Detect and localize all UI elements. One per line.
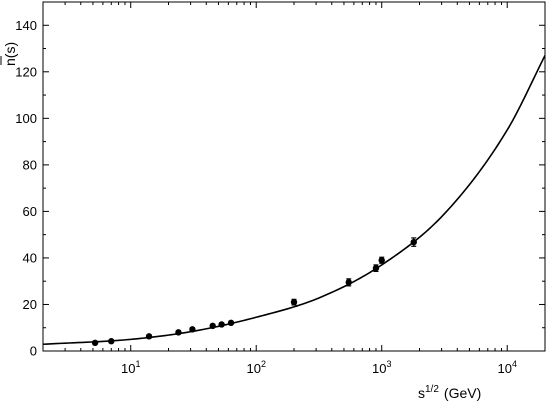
y-axis-ticks: 0 20 40 60 80 100 120 140 (15, 18, 545, 359)
x-tick-label-exponent: 1 (135, 359, 140, 369)
data-point (290, 298, 298, 306)
x-tick-label-base: 10 (372, 361, 386, 376)
x-axis-label-exponent: 1/2 (425, 384, 439, 395)
data-point (189, 326, 196, 333)
x-axis-label: s1/2 (GeV) (418, 384, 481, 401)
x-tick-label: 103 (372, 359, 391, 376)
data-point (345, 278, 352, 287)
data-point (175, 329, 182, 336)
data-marker (91, 339, 99, 347)
data-marker (227, 319, 235, 327)
data-point (227, 319, 235, 327)
x-axis-ticks: 101 102 103 104 (42, 2, 546, 376)
x-tick-label: 102 (246, 359, 265, 376)
data-marker (410, 238, 417, 246)
data-points-group (91, 237, 417, 347)
data-marker (209, 322, 216, 330)
y-axis-label-symbol: n (2, 58, 18, 66)
y-axis-label-arg: (s) (2, 42, 18, 58)
x-tick-label-exponent: 3 (386, 359, 391, 369)
data-marker (345, 279, 352, 286)
x-axis-label-symbol: s (418, 385, 425, 401)
y-tick-label: 20 (23, 297, 37, 312)
data-point (372, 264, 380, 273)
y-tick-label: 60 (23, 204, 37, 219)
y-tick-label: 100 (15, 111, 37, 126)
data-marker (378, 257, 385, 264)
data-point (218, 321, 225, 328)
x-tick-label: 101 (121, 359, 140, 376)
axis-labels: s1/2 (GeV) n(s) (0, 42, 481, 401)
data-marker (372, 264, 380, 272)
data-marker (108, 338, 115, 345)
y-axis-label: n(s) (2, 42, 18, 66)
x-tick-label: 104 (497, 359, 516, 376)
y-tick-label: 140 (15, 18, 37, 33)
y-tick-label: 120 (15, 64, 37, 79)
x-tick-label-base: 10 (121, 361, 135, 376)
data-point (209, 322, 216, 330)
x-tick-label-base: 10 (246, 361, 260, 376)
data-marker (218, 321, 225, 328)
data-point (108, 338, 115, 345)
data-marker (175, 329, 182, 336)
data-point (410, 237, 417, 247)
data-point (91, 339, 99, 347)
x-axis-label-unit: (GeV) (444, 385, 481, 401)
data-point (378, 256, 385, 264)
y-tick-label: 0 (30, 344, 37, 359)
x-tick-label-exponent: 4 (512, 359, 517, 369)
data-point (145, 333, 153, 340)
data-marker (145, 333, 153, 340)
y-tick-label: 40 (23, 250, 37, 265)
data-marker (189, 326, 196, 333)
x-tick-label-exponent: 2 (261, 359, 266, 369)
data-marker (290, 298, 298, 306)
y-tick-label: 80 (23, 157, 37, 172)
plot-frame (42, 1, 546, 352)
x-tick-label-base: 10 (497, 361, 511, 376)
